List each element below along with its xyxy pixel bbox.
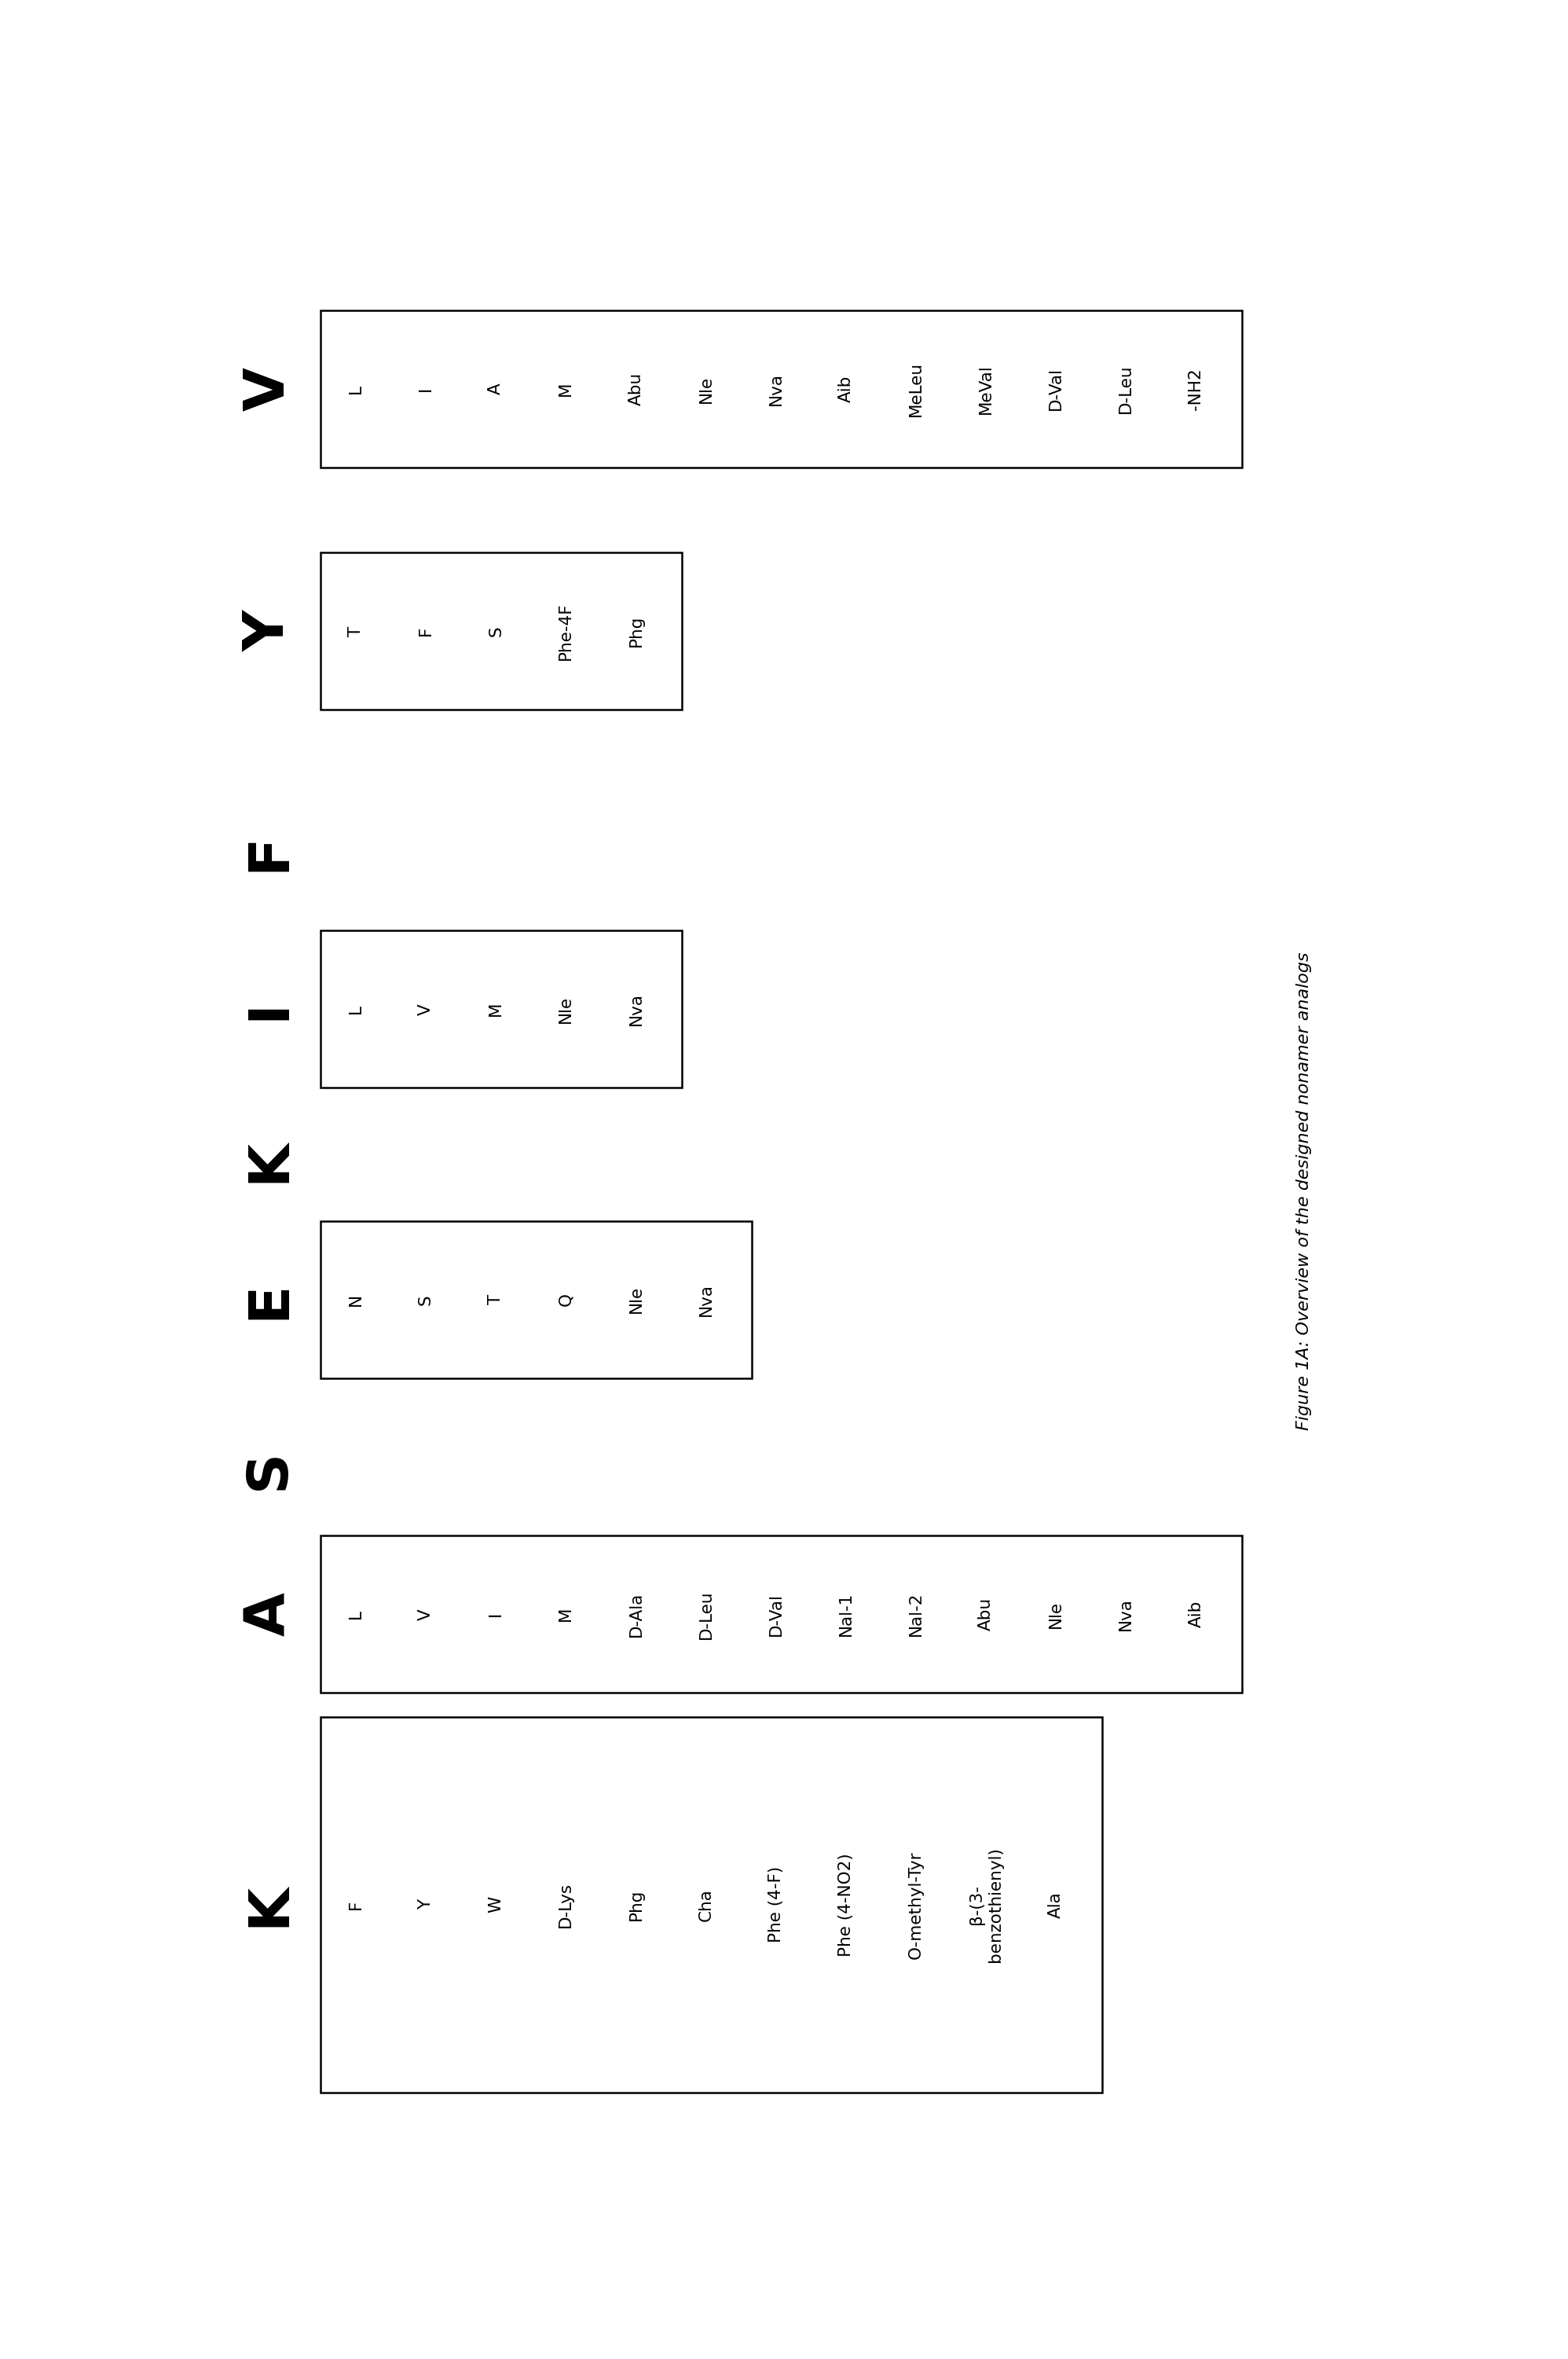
Text: S: S [488, 625, 503, 637]
Text: Nal-2: Nal-2 [908, 1592, 924, 1637]
Text: K: K [241, 1882, 296, 1927]
Text: D-Val: D-Val [768, 1592, 784, 1635]
Text: E: E [241, 1281, 296, 1319]
Text: W: W [488, 1897, 503, 1913]
Text: D-Ala: D-Ala [629, 1592, 644, 1637]
Text: N: N [348, 1293, 364, 1307]
Text: S: S [419, 1295, 434, 1305]
Text: Q: Q [558, 1293, 574, 1307]
FancyBboxPatch shape [321, 552, 682, 710]
Text: Aib: Aib [837, 375, 853, 403]
Text: Phg: Phg [629, 616, 644, 646]
Text: S: S [241, 1448, 296, 1489]
Text: I: I [488, 1611, 503, 1616]
FancyBboxPatch shape [321, 1536, 1242, 1694]
Text: Nle: Nle [698, 375, 713, 403]
Text: Nva: Nva [698, 1283, 713, 1316]
Text: V: V [419, 1609, 434, 1621]
Text: O-methyl-Tyr: O-methyl-Tyr [908, 1849, 924, 1958]
Text: I: I [419, 387, 434, 392]
Text: M: M [558, 1606, 574, 1621]
Text: T: T [488, 1295, 503, 1305]
Text: Phe-4F: Phe-4F [558, 602, 574, 661]
Text: F: F [348, 1899, 364, 1908]
Text: Nva: Nva [768, 373, 784, 406]
FancyBboxPatch shape [321, 1222, 751, 1378]
FancyBboxPatch shape [321, 929, 682, 1087]
Text: I: I [241, 998, 296, 1019]
Text: Y: Y [419, 1899, 434, 1911]
Text: Nle: Nle [629, 1286, 644, 1314]
Text: MeLeu: MeLeu [908, 361, 924, 418]
Text: Ala: Ala [1047, 1892, 1063, 1918]
Text: Phg: Phg [629, 1890, 644, 1920]
Text: T: T [348, 625, 364, 637]
Text: D-Lys: D-Lys [558, 1882, 574, 1927]
Text: Abu: Abu [629, 373, 644, 406]
Text: K: K [241, 1139, 296, 1182]
FancyBboxPatch shape [321, 1717, 1102, 2092]
Text: Cha: Cha [698, 1887, 713, 1920]
Text: V: V [241, 368, 296, 410]
Text: β-(3-
benzothienyl): β-(3- benzothienyl) [969, 1847, 1004, 1963]
Text: Figure 1A: Overview of the designed nonamer analogs: Figure 1A: Overview of the designed nona… [1297, 951, 1312, 1430]
Text: D-Leu: D-Leu [698, 1590, 713, 1640]
Text: L: L [348, 1005, 364, 1014]
Text: Nle: Nle [1047, 1599, 1063, 1628]
Text: D-Leu: D-Leu [1118, 363, 1134, 413]
Text: M: M [488, 1003, 503, 1017]
Text: M: M [558, 382, 574, 396]
Text: Y: Y [241, 611, 296, 651]
Text: Nle: Nle [558, 995, 574, 1024]
Text: Nal-1: Nal-1 [837, 1592, 853, 1637]
Text: L: L [348, 1609, 364, 1618]
Text: Aib: Aib [1189, 1602, 1204, 1628]
Text: MeVal: MeVal [978, 363, 994, 415]
Text: Nva: Nva [1118, 1597, 1134, 1630]
Text: A: A [488, 382, 503, 394]
Text: F: F [419, 625, 434, 637]
Text: D-Val: D-Val [1047, 368, 1063, 410]
Text: -NH2: -NH2 [1189, 368, 1204, 410]
Text: F: F [241, 833, 296, 870]
Text: Phe (4-F): Phe (4-F) [768, 1866, 784, 1944]
Text: Phe (4-NO2): Phe (4-NO2) [837, 1852, 853, 1956]
Text: Abu: Abu [978, 1597, 994, 1630]
Text: Nva: Nva [629, 993, 644, 1026]
Text: L: L [348, 385, 364, 394]
Text: A: A [241, 1592, 296, 1637]
FancyBboxPatch shape [321, 311, 1242, 467]
Text: V: V [419, 1003, 434, 1014]
